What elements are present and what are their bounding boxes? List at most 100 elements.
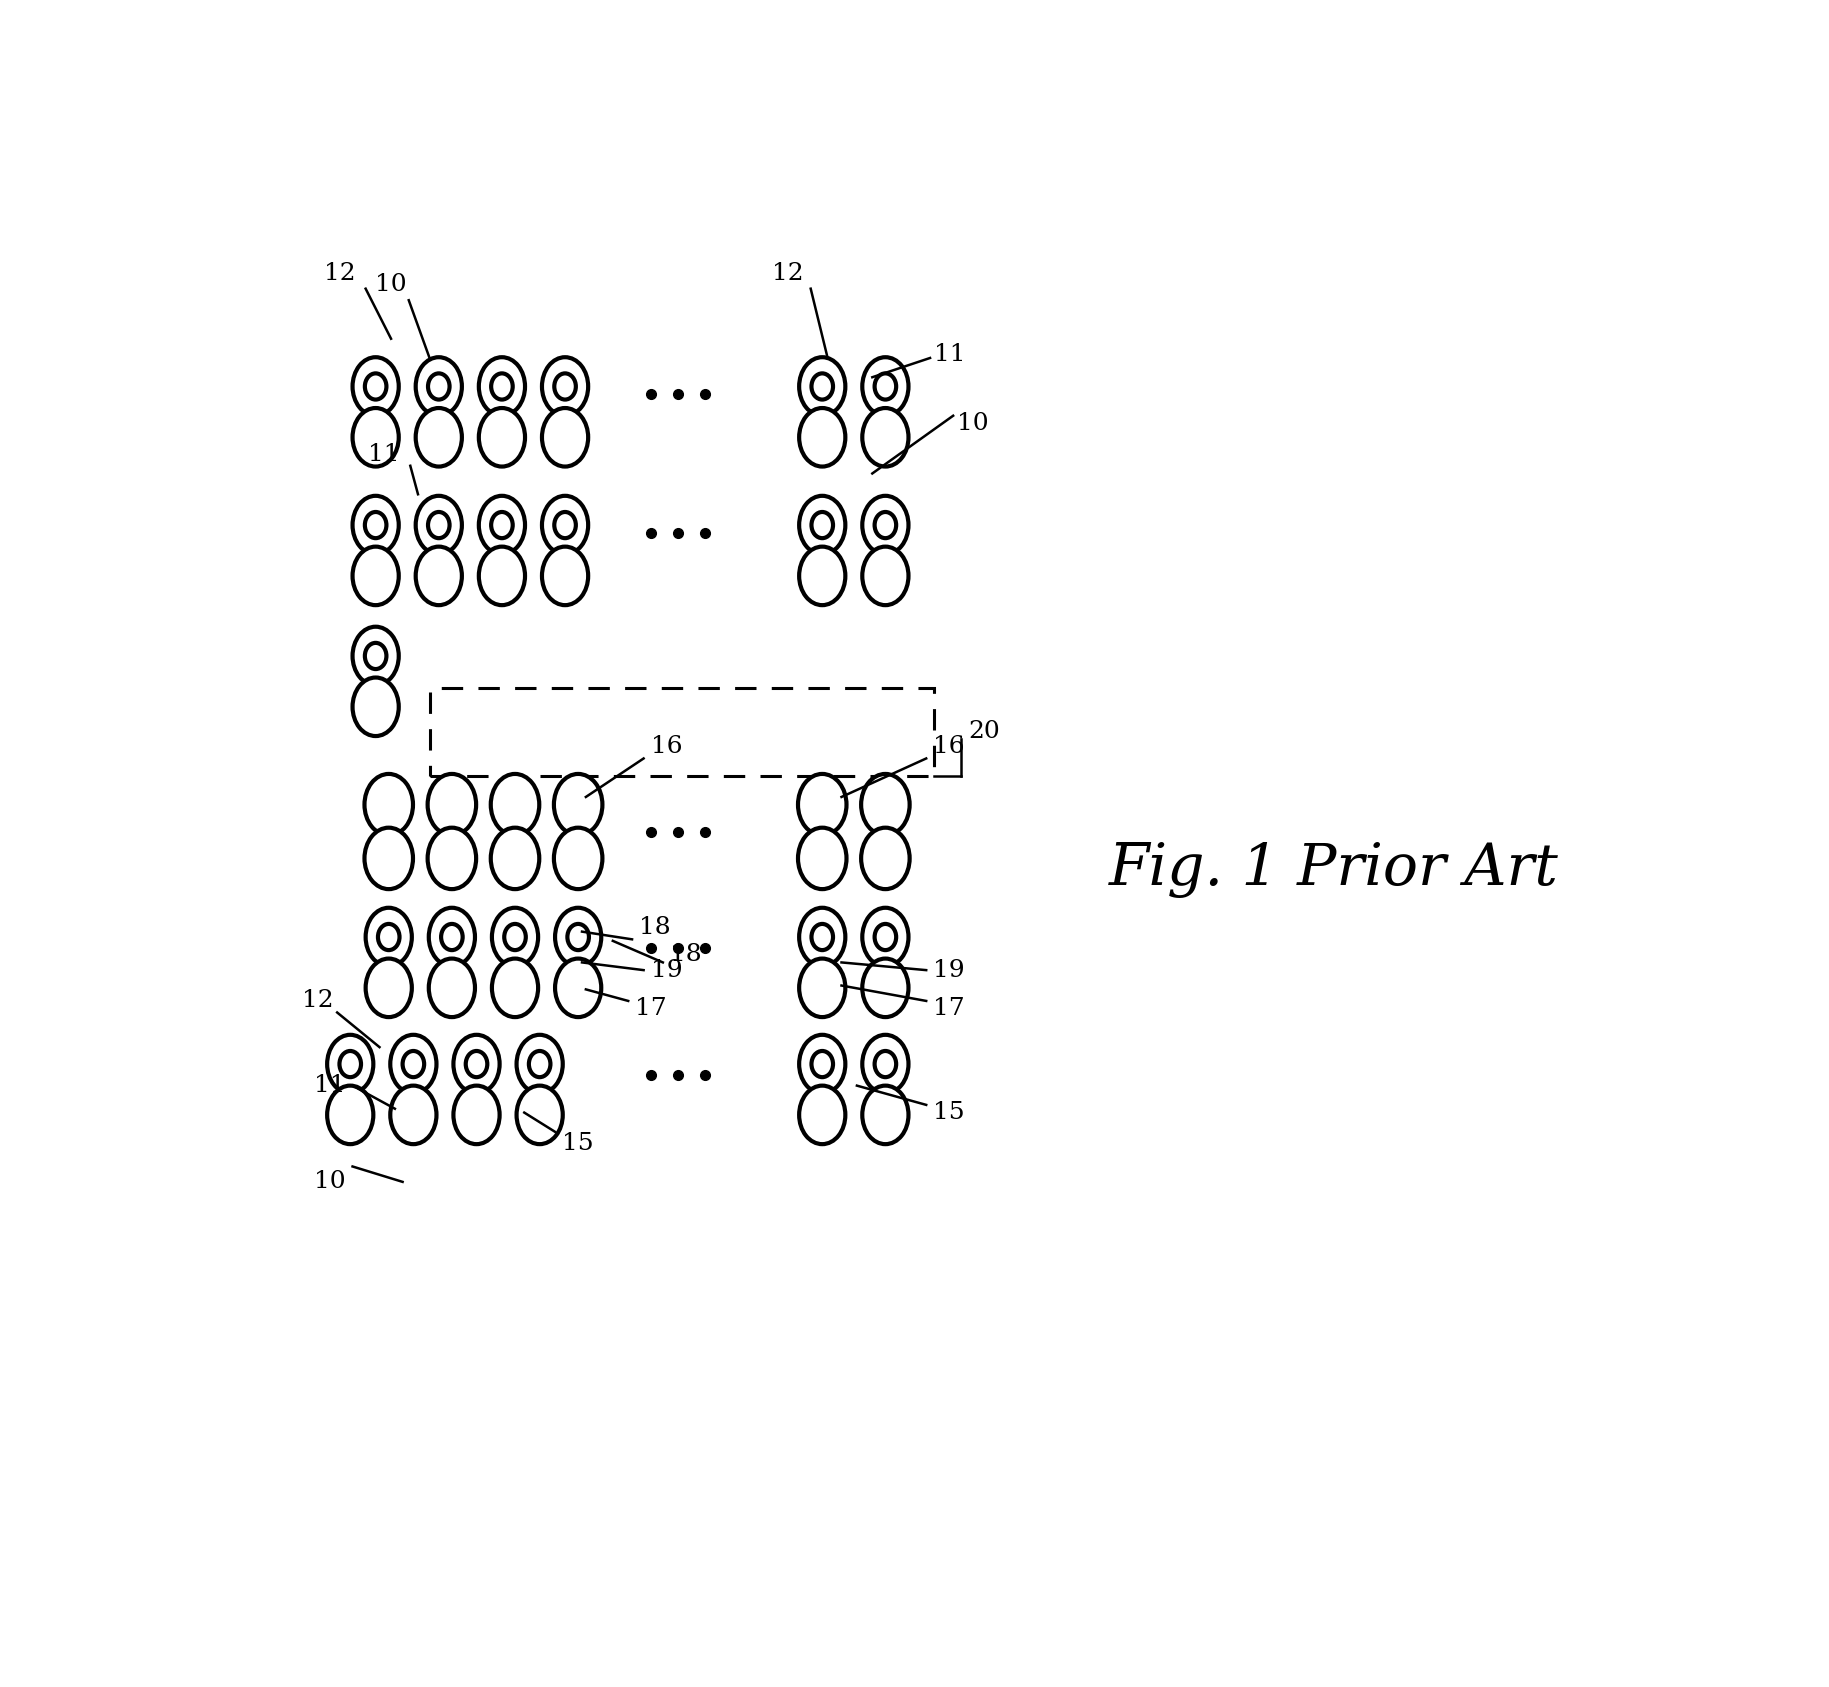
Text: 17: 17 bbox=[933, 997, 966, 1021]
Text: 11: 11 bbox=[315, 1075, 346, 1097]
Ellipse shape bbox=[364, 373, 386, 400]
Ellipse shape bbox=[390, 1086, 437, 1144]
Text: 10: 10 bbox=[957, 412, 988, 435]
Ellipse shape bbox=[799, 1034, 845, 1093]
Ellipse shape bbox=[812, 511, 832, 538]
Ellipse shape bbox=[327, 1086, 373, 1144]
Ellipse shape bbox=[492, 511, 512, 538]
Ellipse shape bbox=[554, 774, 602, 835]
Ellipse shape bbox=[799, 547, 845, 606]
Ellipse shape bbox=[799, 496, 845, 555]
Ellipse shape bbox=[479, 496, 525, 555]
Ellipse shape bbox=[490, 828, 540, 889]
Ellipse shape bbox=[874, 511, 896, 538]
Ellipse shape bbox=[454, 1034, 499, 1093]
Ellipse shape bbox=[861, 1086, 909, 1144]
Ellipse shape bbox=[554, 373, 576, 400]
Ellipse shape bbox=[353, 358, 399, 415]
Ellipse shape bbox=[353, 626, 399, 685]
Text: 10: 10 bbox=[313, 1171, 346, 1193]
Ellipse shape bbox=[492, 373, 512, 400]
Text: 15: 15 bbox=[933, 1102, 966, 1124]
Ellipse shape bbox=[364, 643, 386, 670]
Text: 10: 10 bbox=[375, 273, 406, 297]
Ellipse shape bbox=[479, 358, 525, 415]
Ellipse shape bbox=[415, 496, 463, 555]
Ellipse shape bbox=[861, 1034, 909, 1093]
Text: 12: 12 bbox=[772, 261, 803, 285]
Ellipse shape bbox=[327, 1034, 373, 1093]
Ellipse shape bbox=[861, 547, 909, 606]
Ellipse shape bbox=[554, 908, 602, 967]
Ellipse shape bbox=[797, 828, 847, 889]
Ellipse shape bbox=[364, 828, 413, 889]
Ellipse shape bbox=[366, 958, 412, 1017]
Ellipse shape bbox=[402, 1051, 424, 1078]
Ellipse shape bbox=[492, 958, 538, 1017]
Ellipse shape bbox=[466, 1051, 487, 1078]
Ellipse shape bbox=[812, 924, 832, 950]
Ellipse shape bbox=[812, 1051, 832, 1078]
Ellipse shape bbox=[353, 496, 399, 555]
Ellipse shape bbox=[516, 1086, 563, 1144]
Ellipse shape bbox=[861, 908, 909, 967]
Ellipse shape bbox=[379, 924, 399, 950]
Text: 16: 16 bbox=[933, 736, 966, 759]
Ellipse shape bbox=[364, 511, 386, 538]
Ellipse shape bbox=[428, 774, 476, 835]
Ellipse shape bbox=[861, 958, 909, 1017]
Ellipse shape bbox=[567, 924, 589, 950]
Ellipse shape bbox=[799, 958, 845, 1017]
Ellipse shape bbox=[516, 1034, 563, 1093]
Text: 11: 11 bbox=[933, 342, 966, 366]
Text: 12: 12 bbox=[302, 990, 333, 1012]
Ellipse shape bbox=[541, 547, 589, 606]
Ellipse shape bbox=[492, 908, 538, 967]
Ellipse shape bbox=[861, 774, 909, 835]
Ellipse shape bbox=[428, 908, 476, 967]
Ellipse shape bbox=[554, 958, 602, 1017]
Ellipse shape bbox=[861, 408, 909, 467]
Ellipse shape bbox=[454, 1086, 499, 1144]
Ellipse shape bbox=[415, 408, 463, 467]
Ellipse shape bbox=[861, 358, 909, 415]
Ellipse shape bbox=[353, 678, 399, 736]
Ellipse shape bbox=[541, 496, 589, 555]
Text: Fig. 1 Prior Art: Fig. 1 Prior Art bbox=[1110, 842, 1560, 897]
Text: 18: 18 bbox=[640, 916, 671, 940]
Ellipse shape bbox=[861, 496, 909, 555]
Ellipse shape bbox=[799, 408, 845, 467]
Ellipse shape bbox=[861, 828, 909, 889]
Ellipse shape bbox=[799, 908, 845, 967]
Ellipse shape bbox=[874, 1051, 896, 1078]
Text: 19: 19 bbox=[651, 958, 682, 982]
Ellipse shape bbox=[428, 958, 476, 1017]
Text: 16: 16 bbox=[651, 736, 682, 759]
Ellipse shape bbox=[490, 774, 540, 835]
Ellipse shape bbox=[541, 408, 589, 467]
Ellipse shape bbox=[441, 924, 463, 950]
Text: 12: 12 bbox=[324, 261, 355, 285]
Ellipse shape bbox=[541, 358, 589, 415]
Text: 17: 17 bbox=[635, 997, 668, 1021]
Ellipse shape bbox=[428, 828, 476, 889]
Ellipse shape bbox=[812, 373, 832, 400]
Text: 18: 18 bbox=[669, 943, 702, 967]
Ellipse shape bbox=[364, 774, 413, 835]
Text: 20: 20 bbox=[968, 720, 1000, 742]
Text: 15: 15 bbox=[562, 1132, 594, 1156]
Ellipse shape bbox=[415, 547, 463, 606]
Ellipse shape bbox=[428, 511, 450, 538]
Bar bbox=[430, 688, 935, 776]
Ellipse shape bbox=[799, 1086, 845, 1144]
Ellipse shape bbox=[428, 373, 450, 400]
Ellipse shape bbox=[479, 408, 525, 467]
Ellipse shape bbox=[415, 358, 463, 415]
Ellipse shape bbox=[505, 924, 525, 950]
Ellipse shape bbox=[366, 908, 412, 967]
Ellipse shape bbox=[353, 408, 399, 467]
Ellipse shape bbox=[479, 547, 525, 606]
Ellipse shape bbox=[390, 1034, 437, 1093]
Ellipse shape bbox=[797, 774, 847, 835]
Ellipse shape bbox=[353, 547, 399, 606]
